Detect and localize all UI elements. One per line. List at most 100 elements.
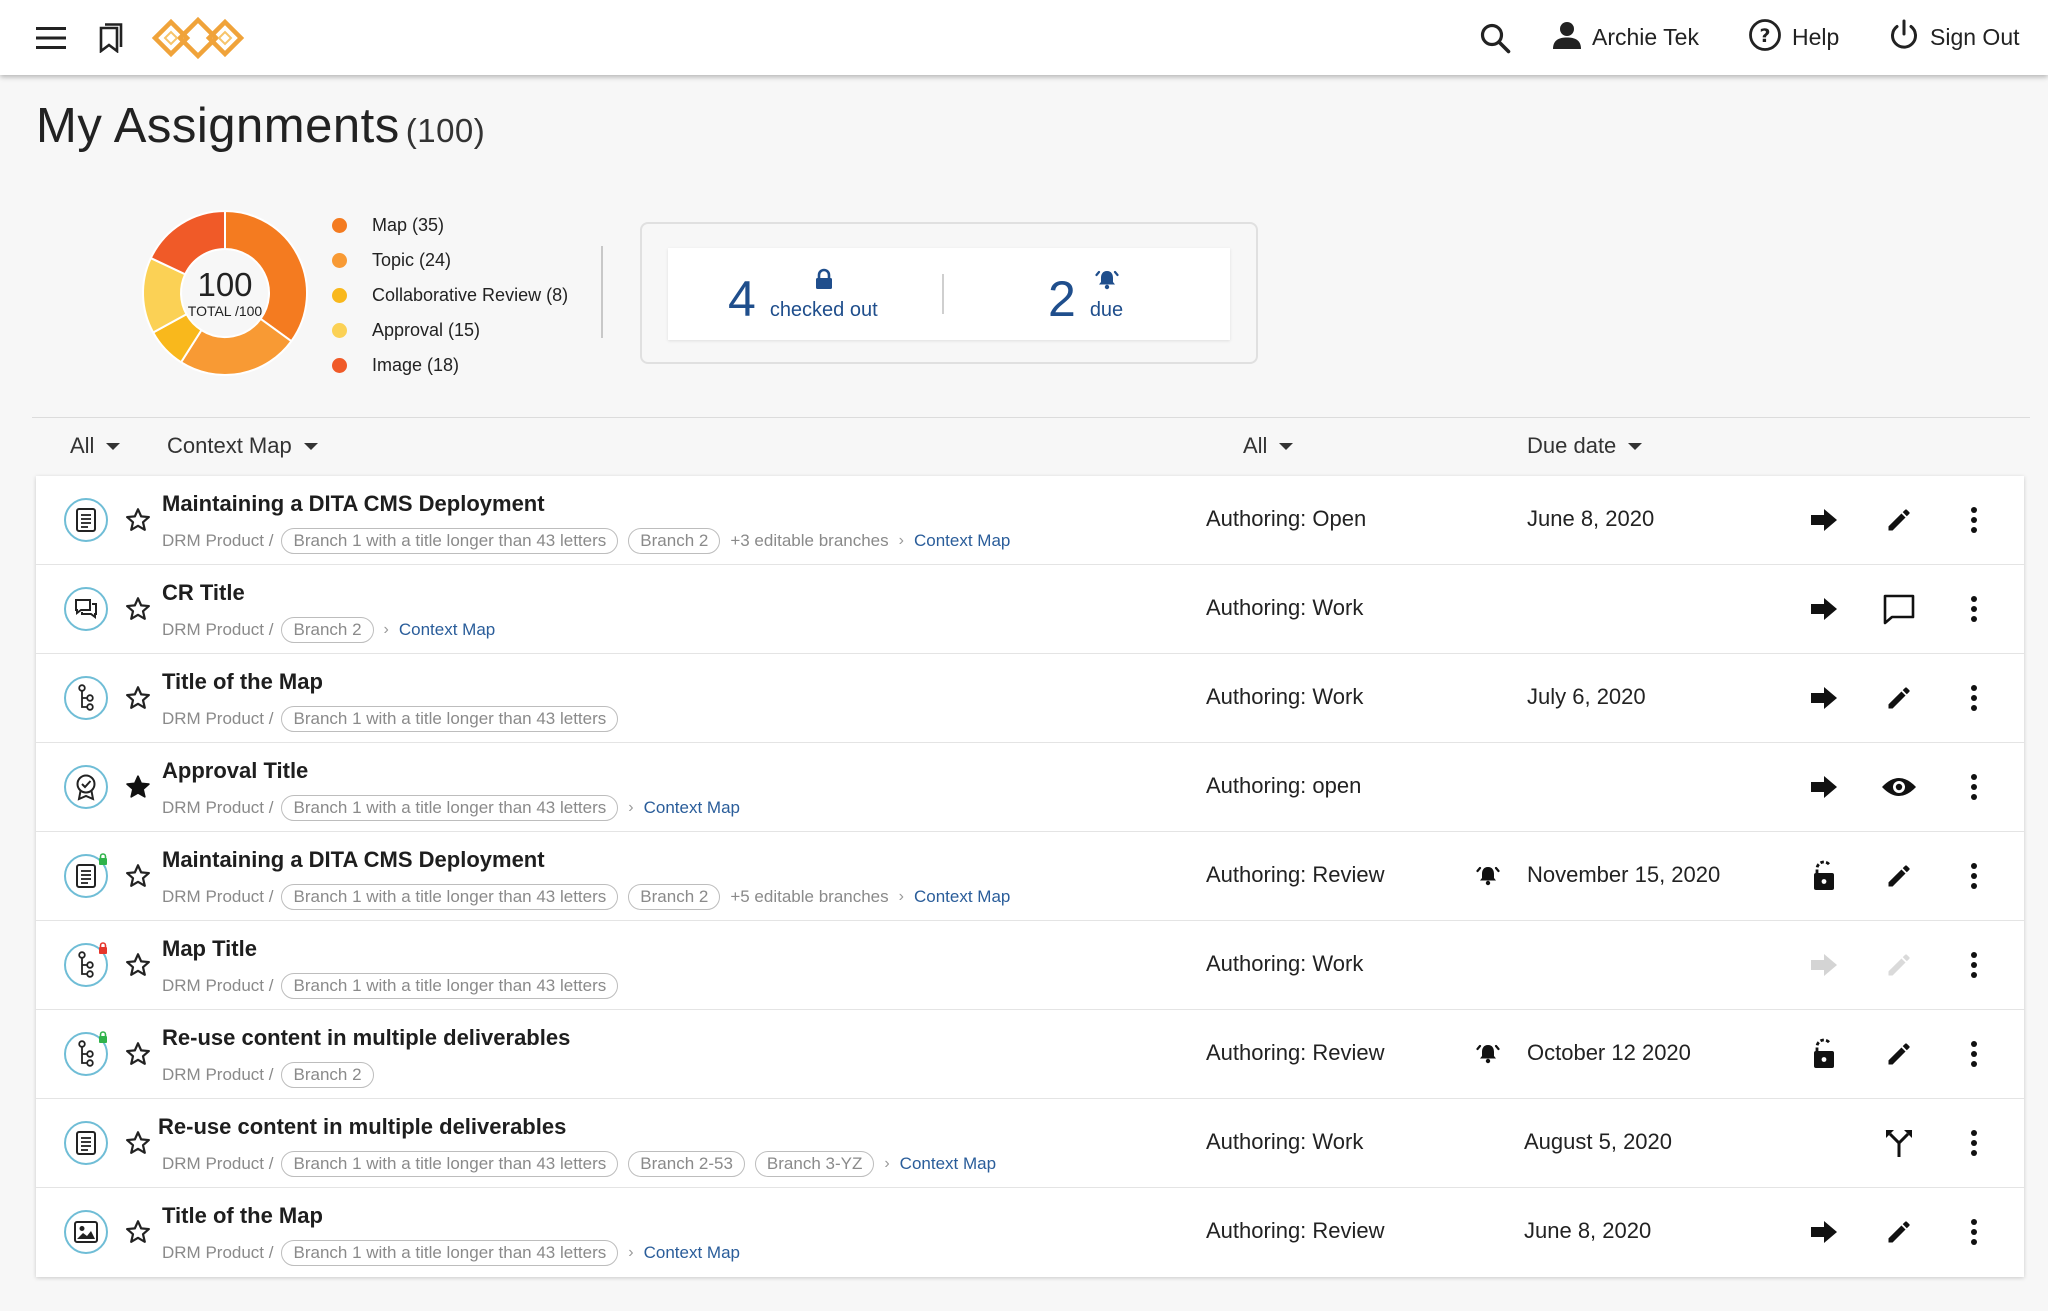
checked-out-stat[interactable]: 4 checked out: [728, 248, 878, 340]
star-outline-icon[interactable]: [124, 862, 152, 890]
type-filter-dropdown[interactable]: All: [70, 428, 121, 464]
star-outline-icon[interactable]: [124, 684, 152, 712]
arrow-right-icon[interactable]: [1804, 500, 1844, 540]
more-vertical-icon[interactable]: [1954, 767, 1994, 807]
more-vertical-icon[interactable]: [1954, 1123, 1994, 1163]
arrow-right-icon[interactable]: [1804, 767, 1844, 807]
context-map-link[interactable]: Context Map: [913, 531, 1011, 550]
pencil-icon[interactable]: [1879, 678, 1919, 718]
context-map-link[interactable]: Context Map: [398, 620, 496, 639]
assignment-row[interactable]: Maintaining a DITA CMS Deployment DRM Pr…: [36, 832, 2024, 921]
more-branches-link[interactable]: +5 editable branches: [730, 887, 889, 906]
assignment-title[interactable]: Maintaining a DITA CMS Deployment: [162, 491, 545, 516]
pencil-icon[interactable]: [1879, 1034, 1919, 1074]
map-type-icon: [64, 942, 108, 987]
merge-icon[interactable]: [1879, 1123, 1919, 1163]
assignment-row[interactable]: Approval Title DRM Product / Branch 1 wi…: [36, 743, 2024, 832]
more-vertical-icon[interactable]: [1954, 856, 1994, 896]
star-outline-icon[interactable]: [124, 595, 152, 623]
user-menu-button[interactable]: Archie Tek: [1552, 0, 1699, 75]
assignment-row[interactable]: Map Title DRM Product / Branch 1 with a …: [36, 921, 2024, 1010]
legend-item-approval[interactable]: Approval (15): [332, 313, 568, 348]
more-vertical-icon[interactable]: [1954, 589, 1994, 629]
more-branches-link[interactable]: +3 editable branches: [730, 531, 889, 550]
assignment-title[interactable]: Re-use content in multiple deliverables: [158, 1114, 567, 1139]
legend-item-image[interactable]: Image (18): [332, 348, 568, 383]
branch-chip[interactable]: Branch 1 with a title longer than 43 let…: [281, 706, 619, 732]
help-button[interactable]: ? Help: [1748, 0, 1839, 75]
status-filter-dropdown[interactable]: All: [1243, 428, 1294, 464]
context-map-link[interactable]: Context Map: [899, 1154, 997, 1173]
branch-chip[interactable]: Branch 1 with a title longer than 43 let…: [281, 973, 619, 999]
assignment-title[interactable]: CR Title: [162, 580, 245, 605]
search-icon[interactable]: [1474, 0, 1516, 75]
context-map-link[interactable]: Context Map: [643, 798, 740, 817]
menu-icon[interactable]: [30, 0, 72, 75]
star-outline-icon[interactable]: [124, 1040, 152, 1068]
assignment-title[interactable]: Approval Title: [162, 758, 309, 783]
assignment-row[interactable]: Re-use content in multiple deliverables …: [36, 1010, 2024, 1099]
branch-chip[interactable]: Branch 1 with a title longer than 43 let…: [281, 884, 619, 910]
star-outline-icon[interactable]: [124, 1129, 152, 1157]
unlock-icon[interactable]: [1804, 856, 1844, 896]
assignment-row[interactable]: Re-use content in multiple deliverables …: [36, 1099, 2024, 1188]
branch-chip[interactable]: Branch 1 with a title longer than 43 let…: [281, 1240, 619, 1266]
breadcrumb: DRM Product / Branch 1 with a title long…: [162, 884, 1010, 910]
bookmarks-icon[interactable]: [94, 0, 128, 75]
comment-icon[interactable]: [1879, 589, 1919, 629]
assignment-count: (100): [405, 112, 486, 149]
assignment-row[interactable]: Title of the Map DRM Product / Branch 1 …: [36, 654, 2024, 743]
branch-chip[interactable]: Branch 3-YZ: [754, 1151, 875, 1177]
legend-item-map[interactable]: Map (35): [332, 208, 568, 243]
context-map-link[interactable]: Context Map: [913, 887, 1011, 906]
branch-chip[interactable]: Branch 2: [628, 528, 721, 554]
star-outline-icon[interactable]: [124, 951, 152, 979]
star-filled-icon[interactable]: [124, 773, 152, 801]
star-outline-icon[interactable]: [124, 1218, 152, 1246]
more-vertical-icon[interactable]: [1954, 678, 1994, 718]
branch-chip[interactable]: Branch 2: [281, 617, 374, 643]
context-filter-dropdown[interactable]: Context Map: [167, 428, 318, 464]
arrow-right-icon[interactable]: [1804, 1212, 1844, 1252]
donut-slice[interactable]: [224, 209, 308, 343]
eye-icon[interactable]: [1879, 767, 1919, 807]
logo-icon[interactable]: [148, 0, 248, 75]
assignment-title[interactable]: Re-use content in multiple deliverables: [162, 1025, 571, 1050]
assignment-row[interactable]: CR Title DRM Product / Branch 2 › Contex…: [36, 565, 2024, 654]
more-vertical-icon[interactable]: [1954, 500, 1994, 540]
assignment-title[interactable]: Title of the Map: [162, 1203, 323, 1228]
branch-chip[interactable]: Branch 2: [628, 884, 721, 910]
arrow-right-icon: [1804, 945, 1844, 985]
assignment-title[interactable]: Map Title: [162, 936, 257, 961]
arrow-right-icon[interactable]: [1804, 678, 1844, 718]
sign-out-button[interactable]: Sign Out: [1888, 0, 2020, 75]
workflow-status: Authoring: open: [1206, 773, 1362, 798]
pencil-icon[interactable]: [1879, 856, 1919, 896]
branch-chip[interactable]: Branch 1 with a title longer than 43 let…: [281, 1151, 619, 1177]
alarm-bell-icon: [1094, 268, 1119, 295]
branch-chip[interactable]: Branch 2: [281, 1062, 374, 1088]
legend-item-collaborative-review[interactable]: Collaborative Review (8): [332, 278, 568, 313]
pencil-icon[interactable]: [1879, 500, 1919, 540]
assignment-title[interactable]: Maintaining a DITA CMS Deployment: [162, 847, 545, 872]
pencil-icon[interactable]: [1879, 1212, 1919, 1252]
branch-chip[interactable]: Branch 1 with a title longer than 43 let…: [281, 795, 619, 821]
star-outline-icon[interactable]: [124, 506, 152, 534]
legend-item-topic[interactable]: Topic (24): [332, 243, 568, 278]
assignment-title[interactable]: Title of the Map: [162, 669, 323, 694]
assignment-row[interactable]: Maintaining a DITA CMS Deployment DRM Pr…: [36, 476, 2024, 565]
sort-dropdown[interactable]: Due date: [1527, 428, 1643, 464]
branch-chip[interactable]: Branch 2-53: [628, 1151, 745, 1177]
branch-chip[interactable]: Branch 1 with a title longer than 43 let…: [281, 528, 619, 554]
context-map-link[interactable]: Context Map: [643, 1243, 740, 1262]
due-stat[interactable]: 2 due: [1048, 248, 1123, 340]
more-vertical-icon[interactable]: [1954, 945, 1994, 985]
more-vertical-icon[interactable]: [1954, 1034, 1994, 1074]
donut-slice[interactable]: [149, 209, 226, 276]
assignment-row[interactable]: Title of the Map DRM Product / Branch 1 …: [36, 1188, 2024, 1277]
unlock-icon[interactable]: [1804, 1034, 1844, 1074]
alarm-bell-icon: [1476, 864, 1500, 891]
workflow-status: Authoring: Review: [1206, 1040, 1385, 1065]
more-vertical-icon[interactable]: [1954, 1212, 1994, 1252]
arrow-right-icon[interactable]: [1804, 589, 1844, 629]
